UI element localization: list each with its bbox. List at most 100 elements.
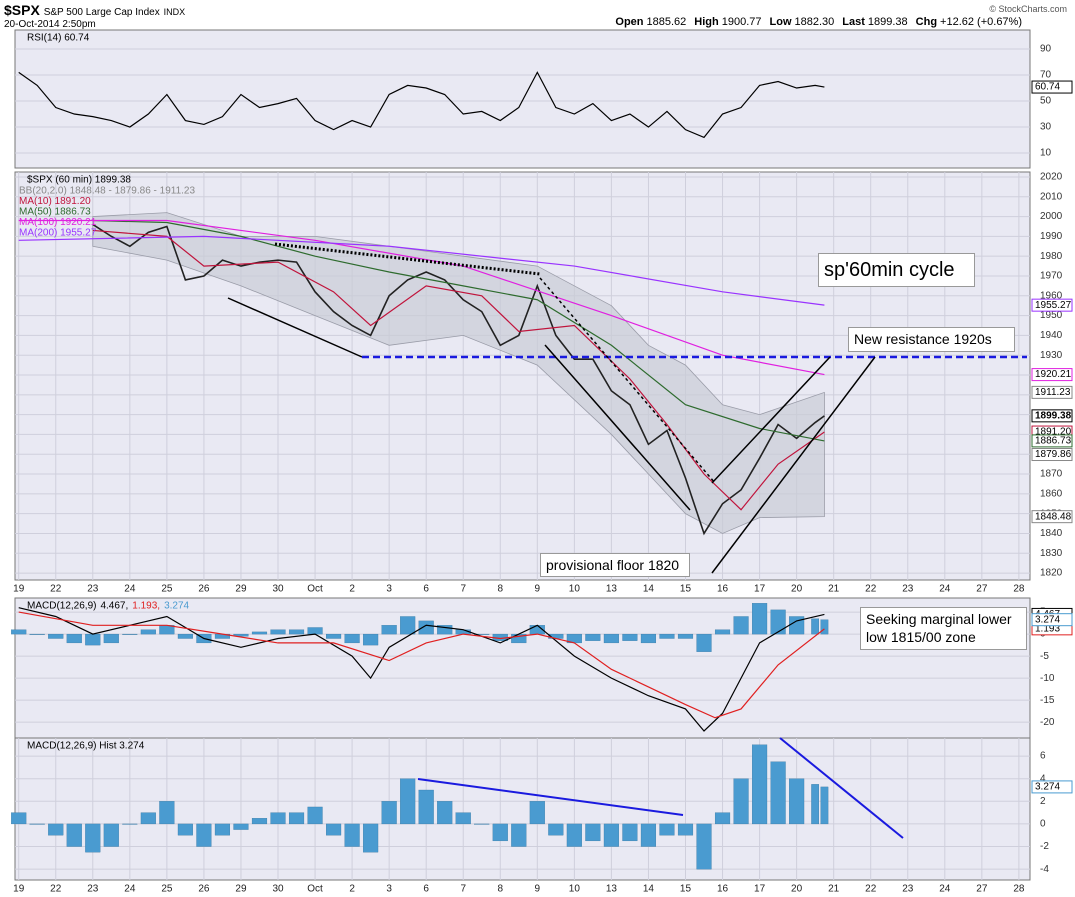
quote-label: Chg bbox=[915, 16, 938, 28]
histogram-bar bbox=[511, 823, 527, 847]
histogram-bar bbox=[177, 633, 193, 639]
histogram-bar bbox=[820, 786, 829, 825]
histogram-bar bbox=[437, 801, 453, 825]
histogram-bar bbox=[48, 633, 64, 639]
value-tag-label: 1920.21 bbox=[1035, 369, 1072, 380]
histogram-bar bbox=[640, 633, 657, 644]
x-tick-label: 28 bbox=[1013, 584, 1025, 595]
histogram-bar bbox=[66, 823, 82, 847]
histogram-bar bbox=[622, 633, 638, 641]
value-tag bbox=[1031, 448, 1073, 462]
series-line bbox=[18, 71, 825, 139]
histogram-bar bbox=[585, 633, 601, 641]
x-tick-label: 14 bbox=[643, 884, 655, 895]
y-tick-label: 1820 bbox=[1040, 568, 1063, 579]
x-tick-label: 28 bbox=[1013, 884, 1025, 895]
y-tick-label: -4 bbox=[1040, 864, 1049, 875]
histogram-bar bbox=[820, 619, 829, 635]
histogram-bar bbox=[122, 633, 138, 635]
histogram-bar bbox=[233, 633, 249, 637]
histogram-bar bbox=[214, 823, 231, 836]
histogram-bar bbox=[270, 629, 286, 635]
x-tick-label: 17 bbox=[754, 884, 766, 895]
annotation-lines bbox=[227, 242, 1027, 839]
trend-line bbox=[779, 737, 904, 839]
x-tick-label: 24 bbox=[939, 884, 951, 895]
x-tick-label: 22 bbox=[865, 884, 877, 895]
y-tick-label: 1930 bbox=[1040, 350, 1063, 361]
trend-line bbox=[274, 242, 541, 276]
x-tick-label: 30 bbox=[272, 884, 284, 895]
x-tick-label: 23 bbox=[902, 884, 914, 895]
y-tick-label: 1840 bbox=[1040, 528, 1063, 539]
y-tick-label: 70 bbox=[1040, 70, 1052, 81]
histogram-bar bbox=[29, 823, 45, 825]
x-tick-label: 16 bbox=[717, 884, 729, 895]
histogram-bar bbox=[733, 616, 749, 635]
histogram-bar bbox=[622, 823, 638, 842]
histogram-bar bbox=[811, 784, 820, 825]
histogram-bar bbox=[66, 633, 82, 644]
quote-value: 1882.30 bbox=[794, 16, 835, 28]
histogram-bar bbox=[585, 823, 601, 842]
histogram-bar bbox=[770, 609, 786, 635]
y-tick-label: 10 bbox=[1040, 148, 1052, 159]
x-tick-label: 23 bbox=[87, 584, 99, 595]
x-tick-label: 13 bbox=[606, 884, 618, 895]
value-tag bbox=[1031, 510, 1073, 524]
y-tick-label: 4 bbox=[1040, 773, 1046, 784]
annotation: Seeking marginal lower low 1815/00 zone bbox=[860, 607, 1027, 650]
legend-entry: BB(20,2.0) 1848.48 - 1879.86 - 1911.23 bbox=[19, 186, 195, 197]
histogram-bar bbox=[11, 629, 27, 635]
histogram-bar bbox=[418, 620, 434, 635]
value-tag-label: 1891.20 bbox=[1035, 427, 1072, 438]
x-tick-label: 20 bbox=[791, 584, 803, 595]
y-tick-label: 1960 bbox=[1040, 290, 1063, 301]
trend-line bbox=[539, 277, 716, 484]
x-tick-label: 2 bbox=[349, 584, 355, 595]
histogram-bar bbox=[789, 778, 805, 825]
histogram-bar bbox=[140, 812, 156, 825]
x-tick-label: 27 bbox=[976, 584, 988, 595]
quote-label: Low bbox=[769, 16, 792, 28]
histogram-bar bbox=[733, 778, 749, 825]
x-tick-label: 24 bbox=[124, 584, 136, 595]
histogram-bar bbox=[474, 633, 490, 635]
y-tick-label: 0 bbox=[1040, 819, 1046, 830]
histogram-bar bbox=[103, 823, 119, 847]
x-tick-label: 24 bbox=[124, 884, 136, 895]
histogram-bar bbox=[159, 801, 175, 825]
value-tag bbox=[1031, 80, 1073, 94]
histogram-bar bbox=[400, 778, 416, 825]
histogram-bar bbox=[326, 823, 342, 836]
x-tick-label: 10 bbox=[569, 584, 581, 595]
x-tick-label: 23 bbox=[87, 884, 99, 895]
value-tag-label: 60.74 bbox=[1035, 82, 1060, 93]
x-tick-label: 2 bbox=[349, 884, 355, 895]
y-tick-label: 50 bbox=[1040, 96, 1052, 107]
annotation: provisional floor 1820 bbox=[540, 553, 690, 577]
exchange: INDX bbox=[163, 7, 186, 17]
series-line bbox=[18, 607, 825, 732]
quote-value: 1885.62 bbox=[646, 16, 687, 28]
value-tag-label: 3.274 bbox=[1035, 614, 1060, 625]
y-tick-label: 1870 bbox=[1040, 469, 1063, 480]
histogram-bar bbox=[603, 633, 619, 644]
x-tick-label: 6 bbox=[423, 884, 429, 895]
x-tick-label: 8 bbox=[497, 584, 503, 595]
histogram-bar bbox=[437, 625, 453, 635]
histogram-bar bbox=[307, 806, 323, 825]
panel-title: MACD(12,26,9) Hist 3.274 bbox=[27, 741, 145, 752]
x-tick-label: 6 bbox=[423, 584, 429, 595]
legend-entry: MA(200) 1955.27 bbox=[19, 228, 97, 239]
y-tick-label: -15 bbox=[1040, 695, 1055, 706]
value-tag-label: 1879.86 bbox=[1035, 449, 1072, 460]
x-tick-label: 7 bbox=[460, 584, 466, 595]
legend-entry: 3.274 bbox=[164, 601, 189, 612]
histogram-bar bbox=[48, 823, 64, 836]
x-tick-label: 9 bbox=[535, 884, 541, 895]
histogram-bar bbox=[696, 823, 712, 870]
legend-entry: MA(10) 1891.20 bbox=[19, 196, 91, 207]
